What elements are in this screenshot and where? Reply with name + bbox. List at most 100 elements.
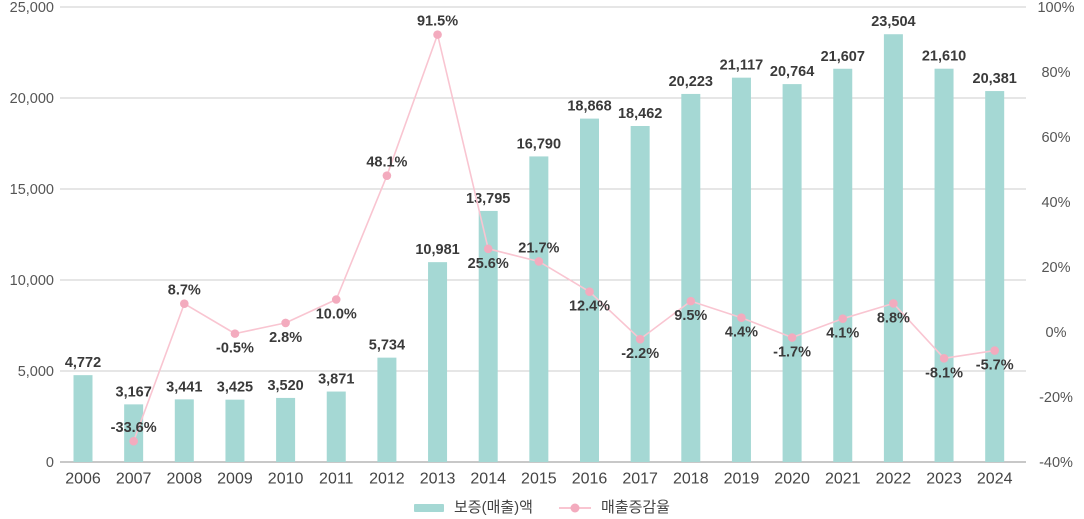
line-point-2017[interactable] <box>635 334 645 344</box>
bar-label-2008: 3,441 <box>166 379 202 395</box>
bar-2011[interactable] <box>326 391 346 462</box>
pct-label-2022: 8.8% <box>877 310 910 326</box>
bar-label-2024: 20,381 <box>973 71 1017 87</box>
line-point-2011[interactable] <box>331 295 341 304</box>
bar-2015[interactable] <box>529 156 549 462</box>
x-axis-label-2012: 2012 <box>369 471 405 488</box>
pct-label-2013: 91.5% <box>417 14 458 30</box>
x-axis-label-2023: 2023 <box>926 471 962 488</box>
pct-label-2009: -0.5% <box>216 341 254 357</box>
x-axis-label-2021: 2021 <box>825 471 861 488</box>
line-point-2016[interactable] <box>585 287 594 297</box>
bar-label-2007: 3,167 <box>116 384 152 400</box>
bar-label-2023: 21,610 <box>922 49 966 65</box>
right-axis-tick-0: 100% <box>1037 0 1074 16</box>
left-axis-tick-0: 25,000 <box>10 0 54 16</box>
line-point-2021[interactable] <box>838 314 848 323</box>
line-point-2022[interactable] <box>889 299 898 308</box>
bar-2021[interactable] <box>833 68 853 463</box>
pct-label-2024: -5.7% <box>976 358 1014 374</box>
bar-2012[interactable] <box>377 357 397 462</box>
x-axis-label-2016: 2016 <box>572 471 608 488</box>
bar-label-2009: 3,425 <box>217 380 253 396</box>
right-axis-tick-3: 40% <box>1041 195 1070 211</box>
pct-label-2014: 25.6% <box>468 256 509 272</box>
bar-label-2022: 23,504 <box>871 14 915 30</box>
x-axis-label-2009: 2009 <box>217 471 253 488</box>
bar-label-2014: 13,795 <box>466 191 510 207</box>
pct-label-2020: -1.7% <box>773 345 811 361</box>
right-axis-tick-5: 0% <box>1046 325 1067 341</box>
right-axis-tick-2: 60% <box>1041 130 1070 146</box>
pct-label-2018: 9.5% <box>674 308 707 324</box>
x-axis-label-2019: 2019 <box>724 471 760 488</box>
bar-label-2012: 5,734 <box>369 338 405 354</box>
pct-label-2019: 4.4% <box>725 325 758 341</box>
bar-2014[interactable] <box>478 210 498 462</box>
x-axis-label-2022: 2022 <box>876 471 912 488</box>
bar-2017[interactable] <box>630 125 650 462</box>
legend-item-line-series[interactable]: 매출증감율 <box>558 500 670 515</box>
bar-2007[interactable] <box>124 404 144 462</box>
bar-2018[interactable] <box>681 93 701 462</box>
right-axis-tick-1: 80% <box>1041 65 1070 81</box>
line-point-2024[interactable] <box>990 346 999 355</box>
line-point-2010[interactable] <box>281 318 290 328</box>
line-point-2009[interactable] <box>230 329 240 338</box>
bar-label-2006: 4,772 <box>65 355 101 371</box>
pct-label-2008: 8.7% <box>168 283 201 299</box>
line-point-2023[interactable] <box>939 354 949 363</box>
line-point-2013[interactable] <box>433 30 442 39</box>
bar-label-2018: 20,223 <box>669 74 713 90</box>
line-point-2020[interactable] <box>787 333 797 342</box>
pct-label-2007: -33.6% <box>111 420 157 436</box>
line-point-2019[interactable] <box>737 313 746 323</box>
right-axis-tick-4: 20% <box>1041 260 1070 276</box>
x-axis-label-2006: 2006 <box>65 471 101 488</box>
bar-2008[interactable] <box>174 399 194 462</box>
line-point-2007[interactable] <box>129 436 138 446</box>
bar-label-2010: 3,520 <box>267 378 303 394</box>
line-series-dot-icon <box>570 503 580 512</box>
bar-series-swatch-icon <box>413 503 444 512</box>
legend-item-bar-series[interactable]: 보증(매출)액 <box>413 500 533 515</box>
bar-2023[interactable] <box>934 68 954 462</box>
bar-label-2019: 21,117 <box>720 58 764 74</box>
x-axis-label-2007: 2007 <box>116 471 152 488</box>
left-axis-tick-4: 5,000 <box>18 364 54 380</box>
bar-2006[interactable] <box>73 375 93 462</box>
bar-2019[interactable] <box>731 77 751 463</box>
bar-2013[interactable] <box>428 262 448 462</box>
line-point-2014[interactable] <box>483 244 493 254</box>
x-axis-label-2011: 2011 <box>319 471 354 488</box>
x-axis-label-2013: 2013 <box>420 471 456 488</box>
bar-2022[interactable] <box>883 34 903 462</box>
x-axis-label-2017: 2017 <box>622 471 658 488</box>
right-axis-tick-7: -40% <box>1039 455 1073 471</box>
chart-legend: 보증(매출)액 매출증감율 <box>0 496 1084 519</box>
bar-2010[interactable] <box>276 397 296 462</box>
left-axis-tick-2: 15,000 <box>10 182 54 198</box>
pct-label-2017: -2.2% <box>621 346 659 362</box>
pct-label-2016: 12.4% <box>569 299 610 315</box>
pct-label-2023: -8.1% <box>925 365 963 381</box>
line-point-2012[interactable] <box>382 171 392 180</box>
left-axis-tick-3: 10,000 <box>10 273 54 289</box>
bar-2009[interactable] <box>225 399 245 462</box>
right-axis-tick-6: -20% <box>1039 390 1073 406</box>
x-axis-label-2015: 2015 <box>521 471 557 488</box>
x-axis-label-2010: 2010 <box>268 471 304 488</box>
line-point-2008[interactable] <box>180 299 189 309</box>
bar-2020[interactable] <box>782 84 802 462</box>
x-axis-label-2020: 2020 <box>774 471 810 488</box>
line-point-2015[interactable] <box>534 257 544 266</box>
bar-label-2017: 18,462 <box>618 106 662 122</box>
x-axis-label-2008: 2008 <box>167 471 203 488</box>
x-axis-label-2014: 2014 <box>470 471 506 488</box>
bar-2024[interactable] <box>985 91 1005 463</box>
chart-svg: 25,000 20,000 15,000 10,000 5,000 0 100% 80% 60%… <box>10 0 1075 488</box>
left-axis-tick-1: 20,000 <box>10 91 54 107</box>
line-point-2018[interactable] <box>686 296 696 306</box>
bar-label-2011: 3,871 <box>318 372 354 388</box>
bar-label-2016: 18,868 <box>567 99 611 115</box>
